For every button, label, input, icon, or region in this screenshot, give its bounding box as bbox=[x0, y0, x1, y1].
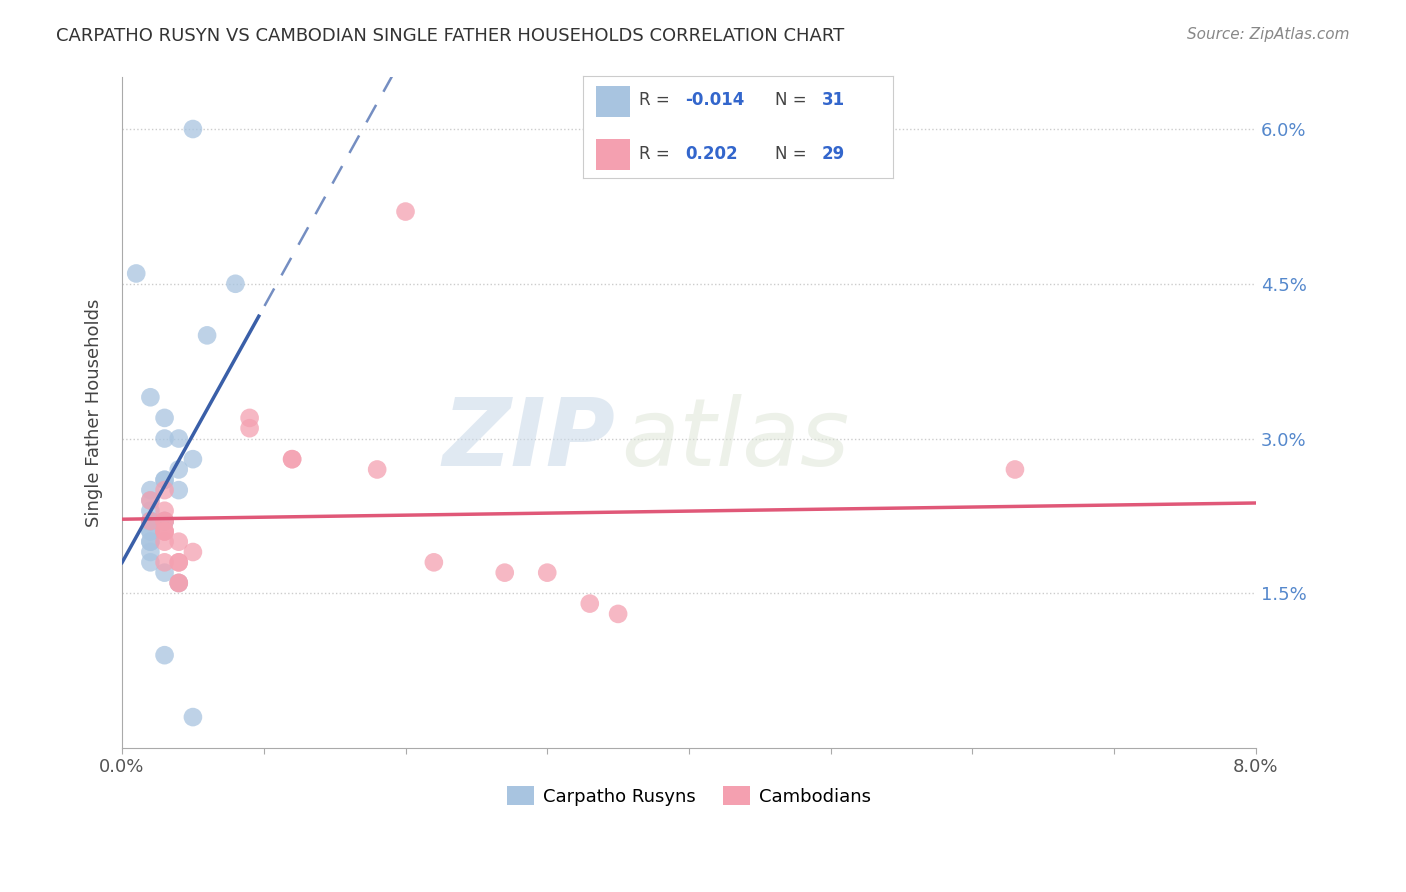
FancyBboxPatch shape bbox=[596, 139, 630, 170]
Point bbox=[125, 267, 148, 281]
Point bbox=[153, 524, 176, 539]
Point bbox=[1004, 462, 1026, 476]
Point bbox=[281, 452, 304, 467]
Text: R =: R = bbox=[640, 145, 675, 162]
Text: atlas: atlas bbox=[621, 394, 849, 485]
Text: ZIP: ZIP bbox=[443, 393, 616, 485]
Text: -0.014: -0.014 bbox=[686, 92, 745, 110]
Point bbox=[153, 514, 176, 528]
Point bbox=[139, 514, 162, 528]
Point bbox=[423, 555, 446, 569]
Text: N =: N = bbox=[775, 92, 813, 110]
Point bbox=[139, 555, 162, 569]
Point bbox=[167, 534, 190, 549]
Point bbox=[139, 545, 162, 559]
Point bbox=[139, 534, 162, 549]
Point bbox=[139, 390, 162, 404]
Point bbox=[139, 483, 162, 497]
FancyBboxPatch shape bbox=[596, 87, 630, 117]
Point bbox=[153, 555, 176, 569]
Point bbox=[139, 534, 162, 549]
Point bbox=[153, 524, 176, 539]
Point bbox=[167, 483, 190, 497]
Point bbox=[607, 607, 630, 621]
Point bbox=[153, 473, 176, 487]
Point bbox=[153, 483, 176, 497]
Point bbox=[139, 493, 162, 508]
Point bbox=[181, 545, 204, 559]
Point bbox=[139, 524, 162, 539]
Point bbox=[153, 534, 176, 549]
Point bbox=[139, 514, 162, 528]
Point bbox=[181, 122, 204, 136]
Point bbox=[153, 432, 176, 446]
Point bbox=[224, 277, 246, 291]
Point bbox=[153, 410, 176, 425]
Point bbox=[139, 524, 162, 539]
Point bbox=[167, 555, 190, 569]
Y-axis label: Single Father Households: Single Father Households bbox=[86, 299, 103, 527]
Point bbox=[167, 576, 190, 591]
Text: CARPATHO RUSYN VS CAMBODIAN SINGLE FATHER HOUSEHOLDS CORRELATION CHART: CARPATHO RUSYN VS CAMBODIAN SINGLE FATHE… bbox=[56, 27, 845, 45]
Point bbox=[139, 493, 162, 508]
Point bbox=[281, 452, 304, 467]
Point bbox=[167, 555, 190, 569]
Point bbox=[536, 566, 558, 580]
Point bbox=[181, 710, 204, 724]
Point bbox=[239, 410, 262, 425]
Point bbox=[139, 514, 162, 528]
Point bbox=[139, 514, 162, 528]
Point bbox=[153, 514, 176, 528]
Text: 31: 31 bbox=[821, 92, 845, 110]
Text: R =: R = bbox=[640, 92, 675, 110]
Point bbox=[578, 597, 600, 611]
Legend: Carpatho Rusyns, Cambodians: Carpatho Rusyns, Cambodians bbox=[499, 779, 879, 813]
Point bbox=[494, 566, 516, 580]
Point bbox=[153, 524, 176, 539]
Point bbox=[366, 462, 388, 476]
Point bbox=[167, 432, 190, 446]
Point bbox=[153, 473, 176, 487]
Text: 0.202: 0.202 bbox=[686, 145, 738, 162]
Point bbox=[153, 504, 176, 518]
Text: Source: ZipAtlas.com: Source: ZipAtlas.com bbox=[1187, 27, 1350, 42]
Point bbox=[139, 504, 162, 518]
Point bbox=[153, 514, 176, 528]
Text: N =: N = bbox=[775, 145, 813, 162]
Point bbox=[181, 452, 204, 467]
Point bbox=[195, 328, 218, 343]
Point bbox=[167, 576, 190, 591]
Point bbox=[153, 648, 176, 663]
Point bbox=[167, 576, 190, 591]
Point bbox=[239, 421, 262, 435]
Point bbox=[153, 566, 176, 580]
Point bbox=[394, 204, 416, 219]
Point bbox=[167, 462, 190, 476]
Text: 29: 29 bbox=[821, 145, 845, 162]
Point bbox=[153, 514, 176, 528]
